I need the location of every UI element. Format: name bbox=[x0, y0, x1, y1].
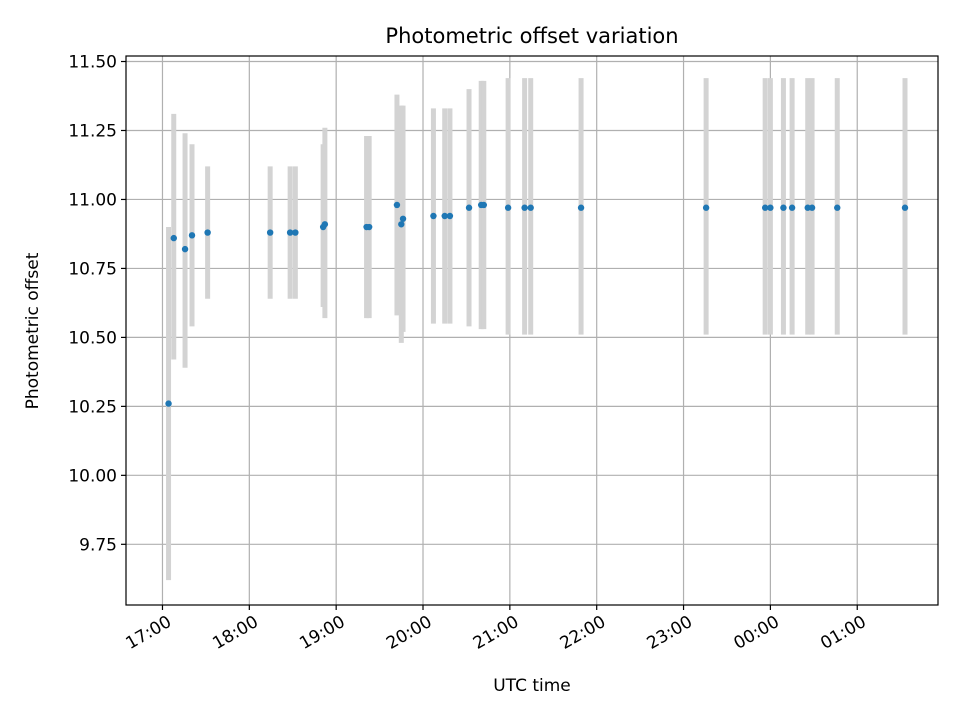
data-point bbox=[430, 212, 437, 220]
y-tick-label: 11.50 bbox=[68, 53, 117, 73]
y-tick-label: 10.25 bbox=[68, 397, 117, 417]
y-axis-label: Photometric offset bbox=[23, 252, 43, 409]
data-point bbox=[788, 204, 796, 211]
y-tick-label: 10.00 bbox=[68, 466, 117, 486]
x-tick-label: 22:00 bbox=[557, 612, 609, 654]
data-point bbox=[181, 245, 189, 253]
data-point bbox=[365, 223, 373, 231]
data-point bbox=[901, 204, 909, 211]
data-point bbox=[398, 221, 405, 228]
data-points bbox=[165, 201, 909, 407]
x-tick-label: 21:00 bbox=[470, 612, 522, 654]
data-point bbox=[702, 204, 710, 211]
data-point bbox=[399, 215, 407, 222]
x-tick-label: 17:00 bbox=[123, 612, 175, 654]
x-tick-label: 23:00 bbox=[644, 612, 696, 654]
x-tick-label: 19:00 bbox=[296, 612, 348, 654]
error-bars bbox=[166, 78, 908, 581]
data-point bbox=[170, 234, 177, 242]
data-point bbox=[286, 229, 294, 236]
plot-frame bbox=[125, 55, 939, 606]
x-tick-label: 18:00 bbox=[209, 612, 261, 654]
data-point bbox=[465, 204, 473, 211]
x-tick-label: 01:00 bbox=[817, 612, 869, 654]
data-point bbox=[577, 204, 585, 211]
data-point bbox=[834, 204, 841, 211]
data-point bbox=[808, 204, 816, 211]
data-point bbox=[165, 400, 172, 407]
x-axis-label: UTC time bbox=[493, 676, 571, 696]
data-point bbox=[480, 201, 488, 209]
data-point bbox=[446, 212, 454, 220]
y-tick-label: 11.00 bbox=[68, 190, 117, 210]
data-point bbox=[767, 204, 774, 211]
data-point bbox=[761, 204, 769, 211]
data-point bbox=[266, 229, 274, 236]
y-tick-label: 11.25 bbox=[68, 121, 117, 141]
y-tick-label: 9.75 bbox=[79, 535, 117, 555]
data-point bbox=[188, 232, 196, 239]
data-point bbox=[441, 212, 448, 220]
x-axis-ticks: 17:00 18:00 19:00 20:00 21:00 22:00 23:00 00:00… bbox=[123, 605, 870, 654]
y-tick-label: 10.50 bbox=[68, 328, 117, 348]
data-point bbox=[780, 204, 787, 211]
data-point bbox=[527, 204, 534, 211]
y-tick-label: 10.75 bbox=[68, 259, 117, 279]
data-point bbox=[504, 204, 512, 211]
x-tick-label: 00:00 bbox=[730, 612, 782, 654]
data-point bbox=[321, 221, 329, 228]
chart-title: Photometric offset variation bbox=[385, 24, 678, 48]
data-point bbox=[292, 229, 299, 236]
data-point bbox=[204, 229, 211, 236]
x-tick-label: 20:00 bbox=[383, 612, 435, 654]
data-point bbox=[521, 204, 528, 211]
y-axis-ticks: 9.75 10.00 10.25 10.50 10.75 11.00 11.25 11.50 bbox=[68, 53, 126, 555]
data-point bbox=[393, 201, 401, 209]
